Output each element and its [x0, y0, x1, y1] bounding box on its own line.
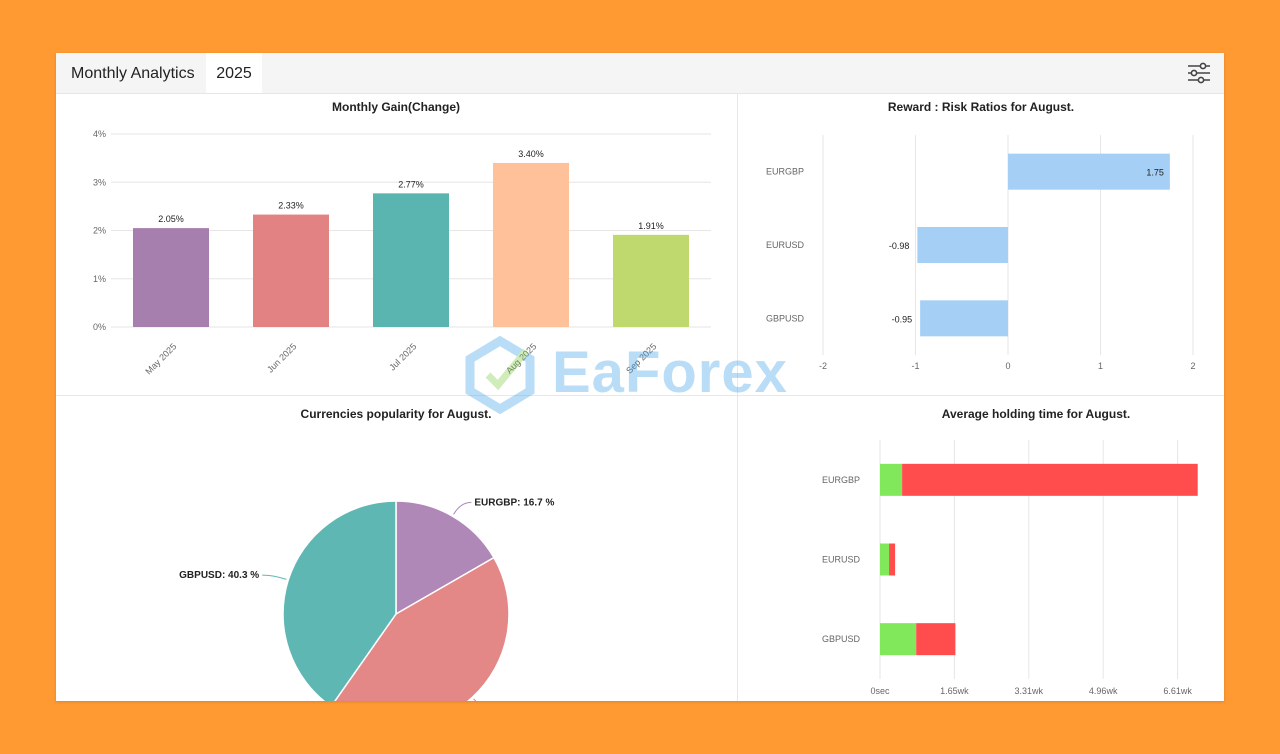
leader-line: [473, 698, 477, 701]
data-label: -0.98: [889, 241, 910, 251]
data-label: 2.05%: [158, 214, 184, 224]
x-tick-label: 3.31wk: [1015, 686, 1044, 696]
y-tick-label: 1%: [93, 274, 106, 284]
currency-popularity-chart: Currencies popularity for August. EURGBP:…: [56, 396, 738, 701]
pie-slice: [282, 500, 397, 701]
data-label: 1.91%: [638, 221, 664, 231]
bar-segment: [880, 623, 917, 656]
bar: [920, 300, 1008, 337]
x-tick-label: May 2025: [143, 341, 178, 376]
bar-segment: [916, 623, 956, 656]
x-tick-label: 4.96wk: [1089, 686, 1118, 696]
y-tick-label: 3%: [93, 177, 106, 187]
y-tick-label: EURGBP: [822, 475, 860, 485]
x-tick-label: Sep 2025: [624, 341, 658, 375]
y-tick-label: EURGBP: [766, 167, 804, 177]
chart-title: Monthly Gain(Change): [332, 100, 460, 114]
x-tick-label: -1: [911, 361, 919, 371]
x-tick-label: Aug 2025: [504, 341, 538, 375]
bar: [253, 214, 329, 327]
data-label: 3.40%: [518, 149, 544, 159]
leader-line: [453, 501, 472, 515]
y-tick-label: 4%: [93, 129, 106, 139]
x-tick-label: -2: [819, 361, 827, 371]
reward-risk-chart: Reward : Risk Ratios for August. -2 -1 0 1 2 E…: [738, 93, 1224, 396]
bar-segment: [880, 463, 903, 496]
x-tick-label: Jul 2025: [387, 341, 418, 372]
x-tick-label: 1.65wk: [940, 686, 969, 696]
chart-title: Average holding time for August.: [942, 407, 1130, 421]
bar-segment: [889, 543, 896, 576]
bar: [133, 228, 209, 327]
x-tick-label: 2: [1190, 361, 1195, 371]
chart-title: Currencies popularity for August.: [301, 407, 492, 421]
x-tick-label: 0sec: [870, 686, 890, 696]
leader-line: [262, 574, 287, 580]
panel-header: Monthly Analytics 2025: [56, 53, 1224, 94]
data-label: -0.95: [892, 314, 913, 324]
bar: [1008, 153, 1170, 190]
bar: [917, 227, 1008, 263]
bar: [613, 234, 689, 327]
sliders-icon[interactable]: [1186, 61, 1212, 85]
data-label: 2.77%: [398, 179, 424, 189]
tab-monthly-analytics[interactable]: Monthly Analytics: [71, 65, 195, 82]
y-tick-label: GBPUSD: [766, 313, 805, 323]
x-tick-label: Jun 2025: [265, 341, 298, 374]
x-tick-label: 6.61wk: [1163, 686, 1192, 696]
y-tick-label: EURUSD: [822, 555, 861, 565]
x-tick-label: 1: [1098, 361, 1103, 371]
monthly-gain-chart: Monthly Gain(Change) 0% 1% 2% 3% 4% 2.05% May 2…: [56, 93, 738, 396]
bar: [373, 193, 449, 327]
bar-segment: [880, 543, 890, 576]
y-tick-label: EURUSD: [766, 240, 805, 250]
data-label: 2.33%: [278, 201, 304, 211]
tab-year[interactable]: 2025: [206, 53, 262, 93]
holding-time-chart: Average holding time for August. 0sec 1.65…: [738, 396, 1224, 701]
y-tick-label: 0%: [93, 322, 106, 332]
chart-title: Reward : Risk Ratios for August.: [888, 100, 1074, 114]
slice-label: GBPUSD: 40.3 %: [179, 570, 259, 581]
pie-slice: [395, 500, 495, 616]
bar: [493, 162, 569, 327]
slice-label: EURGBP: 16.7 %: [474, 497, 554, 508]
data-label: 1.75: [1146, 168, 1164, 178]
y-tick-label: 2%: [93, 226, 106, 236]
y-tick-label: GBPUSD: [822, 634, 861, 644]
x-tick-label: 0: [1005, 361, 1010, 371]
pie-slice: [334, 556, 510, 701]
bar-segment: [902, 463, 1198, 496]
analytics-panel: Monthly Analytics 2025 Monthly Gain(Chan…: [56, 53, 1224, 701]
